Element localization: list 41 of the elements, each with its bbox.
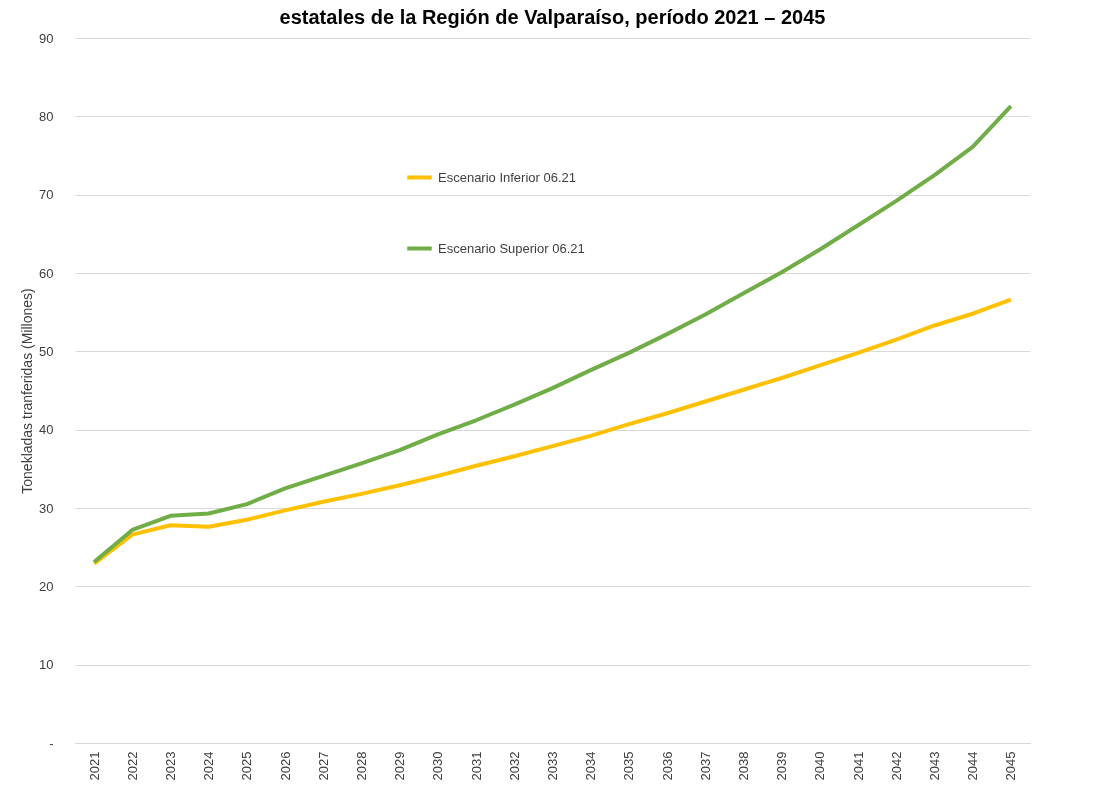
y-tick-label: 50 (39, 343, 54, 359)
x-tick-label: 2045 (1003, 751, 1019, 781)
y-tick-label: 40 (39, 422, 54, 438)
x-tick-label: 2027 (315, 751, 331, 781)
y-tick-label: 80 (39, 108, 54, 124)
x-tick-label: 2032 (506, 751, 522, 781)
x-tick-label: 2037 (697, 751, 713, 781)
y-tick-label: 10 (39, 657, 54, 673)
y-tick-label: 90 (39, 30, 54, 46)
x-tick-label: 2038 (736, 751, 751, 781)
x-tick-label: 2028 (354, 751, 369, 781)
x-tick-label: 2021 (86, 751, 102, 781)
y-tick-label: 70 (39, 187, 54, 203)
x-tick-label: 2035 (621, 751, 637, 781)
x-tick-label: 2026 (277, 751, 293, 781)
line-series (92, 104, 1013, 565)
legend-label: Escenario Inferior 06.21 (438, 169, 577, 185)
y-tick-label: 30 (39, 500, 54, 516)
x-tick-label: 2024 (201, 751, 217, 781)
x-tick-label: 2044 (965, 751, 981, 781)
x-tick-label: 2022 (124, 751, 140, 781)
x-tick-label: 2023 (163, 751, 178, 781)
x-tick-label: 2039 (774, 751, 790, 781)
x-tick-label: 2029 (392, 751, 408, 781)
x-tick-label: 2031 (468, 751, 484, 781)
x-tick-label: 2025 (239, 751, 255, 781)
x-tick-label: 2043 (927, 751, 942, 781)
x-tick-label: 2030 (430, 751, 446, 781)
x-tick-label: 2033 (545, 751, 560, 781)
y-axis-title: Tonekladas tranferidas (Millones) (19, 288, 36, 494)
x-tick-label: 2040 (812, 751, 828, 781)
x-tick-label: 2036 (659, 751, 675, 781)
y-tick-label: 20 (39, 578, 54, 594)
x-tick-label: 2041 (850, 751, 866, 781)
y-tick-label: 60 (39, 265, 54, 281)
y-tick-label: - (49, 735, 54, 751)
x-tick-label: 2034 (583, 751, 599, 781)
chart-title: estatales de la Región de Valparaíso, período 2021 – 2045 (279, 6, 826, 28)
x-tick-label: 2042 (888, 751, 904, 781)
line-series (92, 297, 1013, 566)
legend-label: Escenario Superior 06.21 (438, 240, 585, 256)
